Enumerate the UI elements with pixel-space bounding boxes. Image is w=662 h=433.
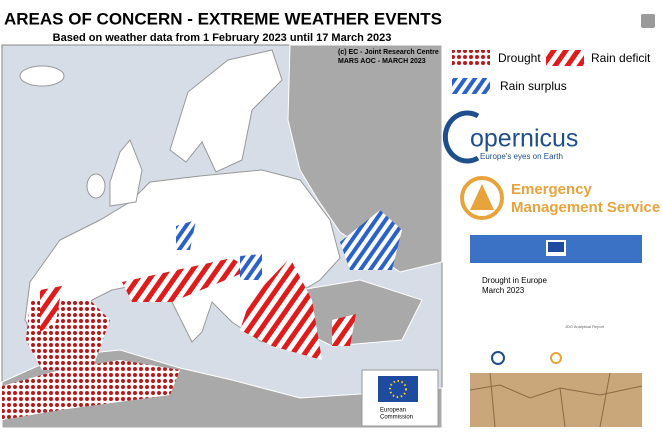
eu-stars — [389, 380, 407, 398]
small-logo — [491, 351, 505, 365]
credit: MARS AOC - MARCH 2023 — [338, 58, 426, 65]
great-britain — [109, 139, 143, 207]
rain-deficit-area — [40, 286, 62, 332]
subtitle: Based on weather data from 1 February 20… — [53, 32, 392, 44]
eu-flag — [378, 376, 418, 402]
copernicus-c — [442, 110, 480, 164]
rain-deficit-area — [332, 314, 356, 346]
report-flag — [548, 242, 564, 252]
iceland — [19, 65, 65, 87]
rain-deficit-area — [240, 258, 322, 360]
ems-label: Emergency — [511, 181, 593, 198]
commission-label: European — [380, 408, 406, 414]
cracks — [469, 372, 643, 428]
fullscreen-button[interactable] — [641, 14, 655, 28]
legend-label: Rain surplus — [500, 79, 567, 93]
legend-label: Rain deficit — [591, 51, 651, 65]
credit: (c) EC - Joint Research Centre — [338, 49, 439, 56]
report-type: JDO Analytical Report — [565, 324, 605, 329]
ems-label: Management Service — [511, 199, 660, 216]
rain-deficit-area — [122, 258, 250, 302]
rain-surplus-area — [340, 210, 402, 270]
rain-surplus-area — [176, 220, 196, 250]
ireland — [86, 173, 106, 199]
rain-surplus-area — [240, 254, 262, 280]
legend-swatch — [546, 50, 584, 66]
commission-label: Commission — [380, 415, 413, 421]
legend-swatch — [452, 78, 490, 94]
title: AREAS OF CONCERN - EXTREME WEATHER EVENT… — [4, 9, 442, 28]
report-date: March 2023 — [482, 286, 525, 295]
drought-area — [2, 360, 180, 420]
report-title: Drought in Europe — [482, 276, 547, 285]
cracked-earth-image — [470, 373, 642, 427]
non-eu-land — [287, 44, 443, 273]
ems-logo — [470, 184, 494, 210]
small-logo — [550, 352, 562, 364]
scandinavia — [169, 49, 283, 173]
legend-swatch — [452, 50, 490, 66]
legend-label: Drought — [498, 51, 541, 65]
copernicus-tagline: Europe's eyes on Earth — [480, 152, 563, 161]
map: (c) EC - Joint Research Centre MARS AOC … — [1, 44, 443, 429]
copernicus-logo: opernicus — [470, 125, 578, 153]
ems-logo — [460, 176, 504, 220]
